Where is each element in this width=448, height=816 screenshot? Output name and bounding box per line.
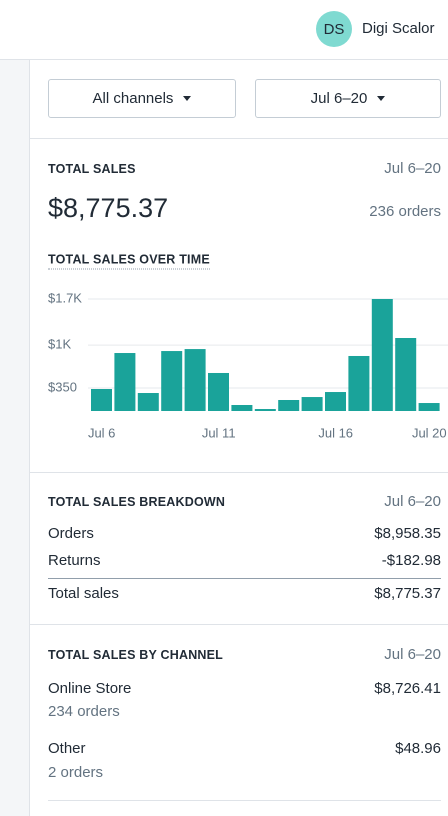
bar bbox=[184, 349, 206, 411]
date-filter[interactable]: Jul 6–20 bbox=[255, 79, 441, 118]
divider bbox=[48, 800, 441, 801]
avatar[interactable]: DS bbox=[316, 11, 352, 47]
channel-name: Online Store bbox=[48, 680, 132, 697]
caret bbox=[183, 96, 192, 101]
divider bbox=[30, 138, 448, 139]
total-amount: $8,775.37 bbox=[48, 193, 169, 223]
bar bbox=[348, 355, 370, 411]
side-strip bbox=[0, 60, 30, 816]
row-value: $8,775.37 bbox=[374, 585, 441, 602]
bar bbox=[325, 392, 346, 411]
bar bbox=[231, 405, 253, 411]
x-tick-label: Jul 20 bbox=[412, 425, 447, 440]
channel-orders: 2 orders bbox=[48, 764, 104, 781]
bar bbox=[91, 388, 112, 411]
bar bbox=[301, 397, 323, 411]
channel-amount: $8,726.41 bbox=[374, 680, 441, 697]
bar bbox=[395, 338, 417, 411]
avatar-initials: DS bbox=[323, 20, 345, 38]
bar bbox=[254, 409, 276, 411]
channel-filter-label: All channels bbox=[92, 90, 174, 107]
user-name[interactable]: Digi Scalor bbox=[362, 20, 435, 37]
channel-name: Other bbox=[48, 740, 86, 757]
bar bbox=[208, 372, 229, 411]
top-bar bbox=[0, 0, 448, 60]
y-tick-label: $350 bbox=[48, 379, 77, 394]
section-date: Jul 6–20 bbox=[384, 646, 441, 663]
channel-filter[interactable]: All channels bbox=[48, 79, 236, 118]
row-label: Orders bbox=[48, 525, 94, 542]
row-value: $8,958.35 bbox=[374, 525, 441, 542]
bar bbox=[137, 393, 159, 411]
bar bbox=[278, 399, 300, 411]
y-tick-label: $1.7K bbox=[48, 290, 82, 305]
divider bbox=[30, 472, 448, 473]
bar bbox=[114, 353, 136, 411]
section-title: TOTAL SALES BREAKDOWN bbox=[48, 495, 226, 509]
section-date: Jul 6–20 bbox=[384, 493, 441, 510]
chart: $350 $1K $1.7K Jul 6 Jul 11 Jul 16 Jul 20 bbox=[48, 290, 448, 440]
row-value: -$182.98 bbox=[381, 552, 441, 569]
section-title: TOTAL SALES bbox=[48, 162, 136, 176]
bar bbox=[371, 299, 393, 411]
bar bbox=[161, 351, 183, 411]
x-tick-label: Jul 11 bbox=[202, 425, 236, 440]
divider bbox=[30, 624, 448, 625]
x-tick-label: Jul 6 bbox=[88, 425, 115, 440]
chart-title[interactable]: TOTAL SALES OVER TIME bbox=[48, 251, 210, 270]
row-label: Total sales bbox=[48, 585, 119, 602]
caret bbox=[377, 96, 386, 101]
bar bbox=[418, 403, 440, 411]
channel-amount: $48.96 bbox=[395, 740, 441, 757]
y-tick-label: $1K bbox=[48, 337, 71, 352]
section-title: TOTAL SALES BY CHANNEL bbox=[48, 648, 224, 662]
order-count: 236 orders bbox=[369, 203, 441, 220]
channel-orders: 234 orders bbox=[48, 703, 120, 720]
section-date: Jul 6–20 bbox=[384, 160, 441, 177]
x-tick-label: Jul 16 bbox=[318, 425, 353, 440]
row-divider bbox=[48, 578, 441, 579]
date-filter-label: Jul 6–20 bbox=[310, 90, 368, 107]
row-label: Returns bbox=[48, 552, 101, 569]
